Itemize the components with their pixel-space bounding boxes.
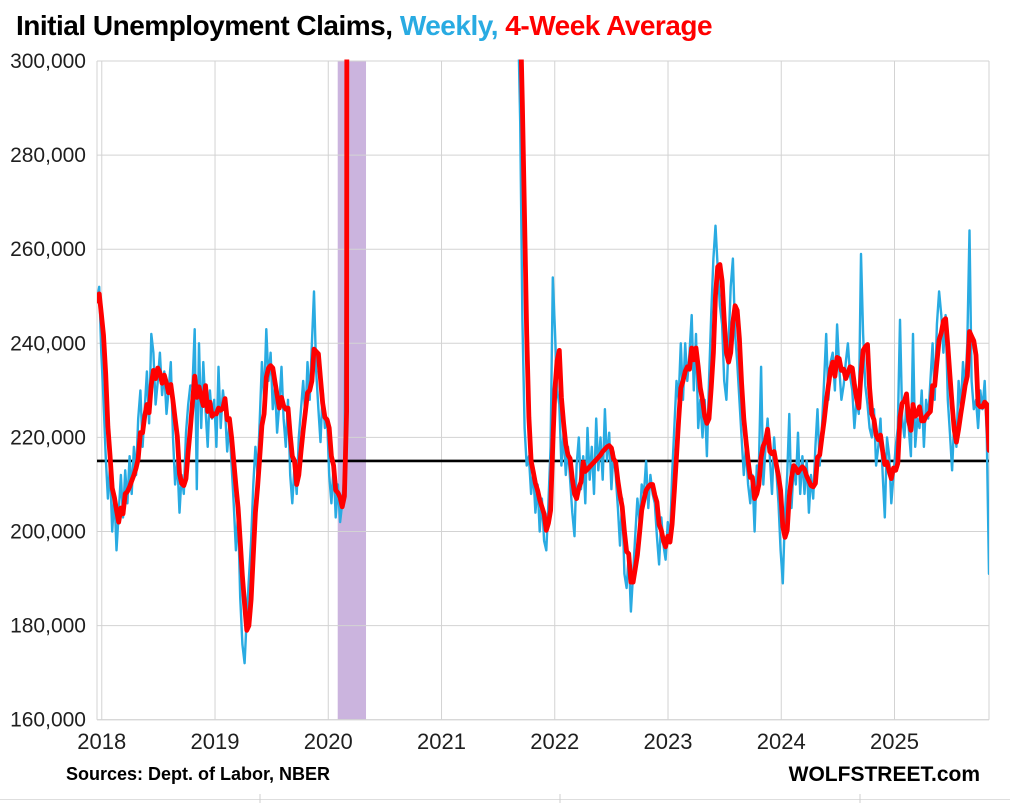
x-tick-label: 2019 — [191, 729, 240, 754]
title-weekly-label: Weekly, — [399, 10, 506, 41]
title-main-label: Initial Unemployment Claims, — [16, 10, 400, 41]
y-tick-label: 240,000 — [10, 332, 86, 355]
title-average-label: 4-Week Average — [505, 10, 713, 41]
four-week-average-line — [97, 59, 989, 633]
sources-note: Sources: Dept. of Labor, NBER — [66, 764, 331, 784]
y-tick-label: 260,000 — [10, 238, 86, 261]
x-tick-label: 2022 — [530, 729, 579, 754]
x-tick-label: 2024 — [757, 729, 806, 754]
y-tick-label: 220,000 — [10, 426, 86, 449]
y-tick-label: 300,000 — [10, 50, 86, 73]
recession-band — [337, 61, 367, 720]
x-tick-label: 2025 — [870, 729, 919, 754]
y-tick-label: 280,000 — [10, 144, 86, 167]
x-tick-label: 2020 — [304, 729, 353, 754]
wolfstreet-branding: WOLFSTREET.com — [788, 763, 980, 786]
weekly-series-line — [97, 59, 989, 665]
y-tick-label: 180,000 — [10, 615, 86, 638]
chart-title: Initial Unemployment Claims, Weekly, 4-W… — [16, 10, 713, 42]
y-tick-label: 160,000 — [10, 709, 86, 732]
x-tick-label: 2023 — [644, 729, 693, 754]
y-tick-label: 200,000 — [10, 521, 86, 544]
x-tick-label: 2018 — [77, 729, 126, 754]
x-tick-label: 2021 — [417, 729, 466, 754]
